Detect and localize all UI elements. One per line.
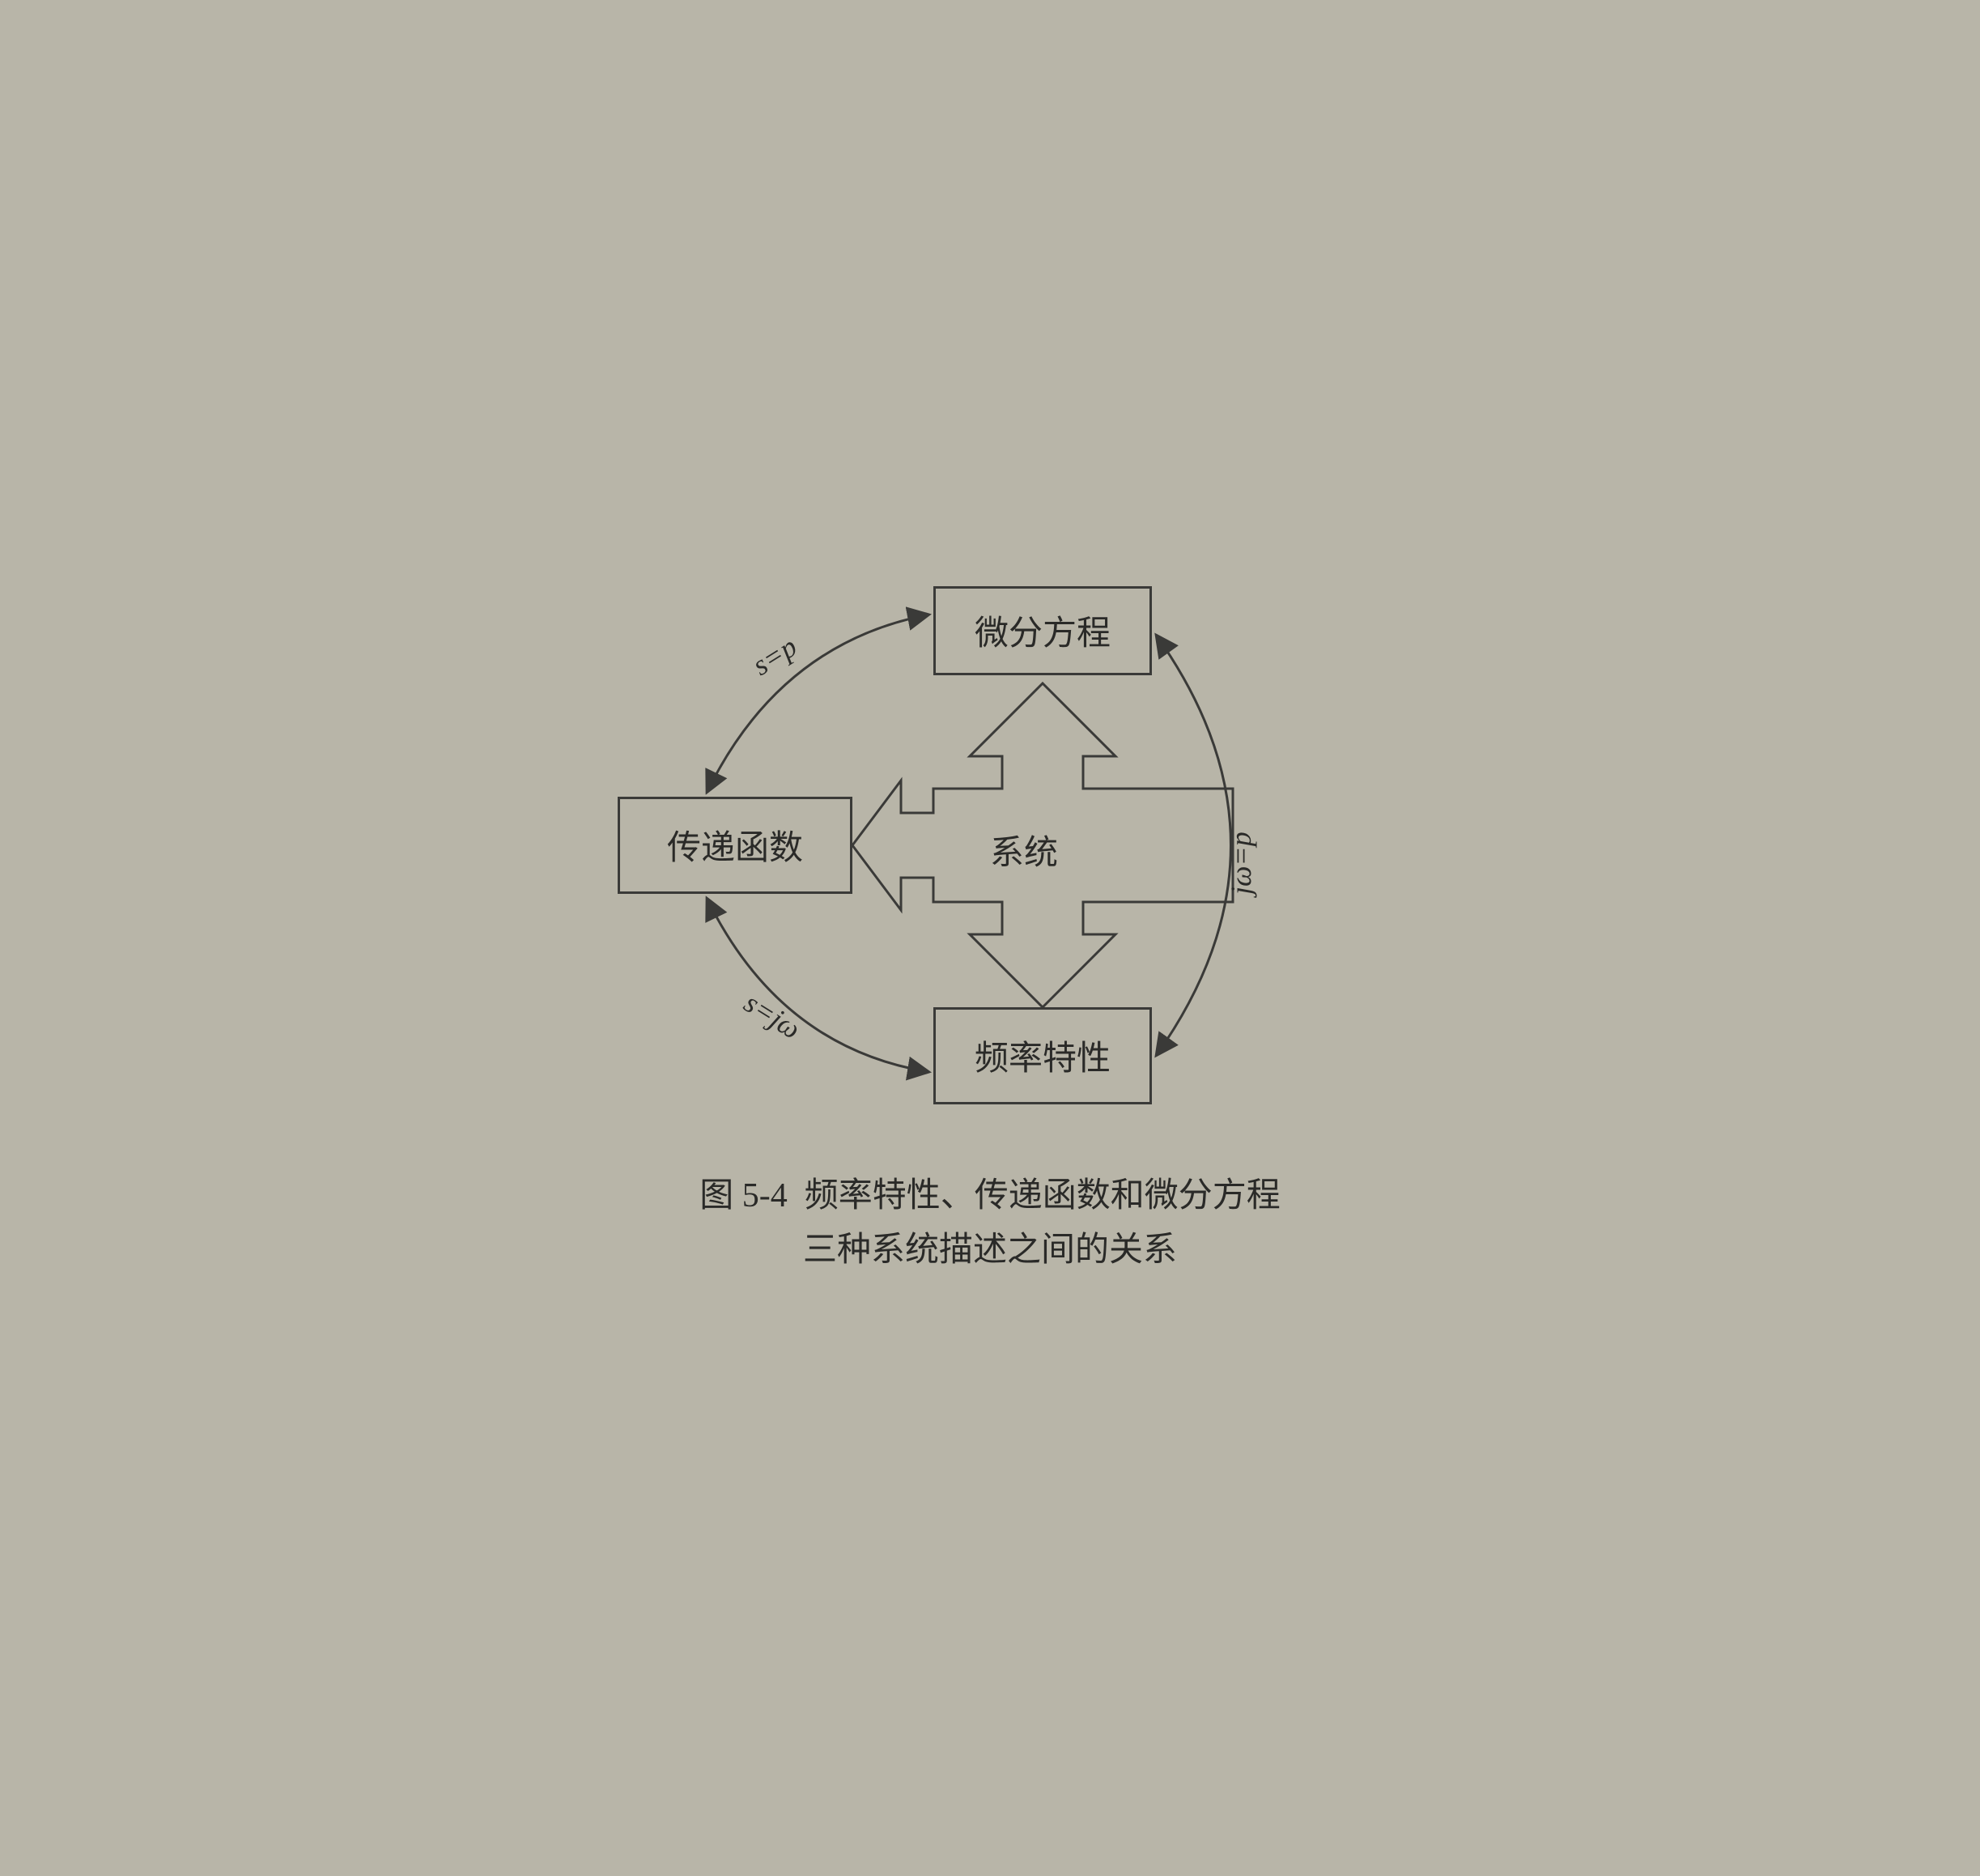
node-transfer-function: 传递函数 — [618, 797, 852, 894]
edge-label-sjw: s=jω — [738, 985, 807, 1046]
diagram-container: 微分方程 传递函数 频率特性 系统 — [585, 554, 1395, 1323]
caption-line2: 三种系统描述之间的关系 — [585, 1223, 1395, 1278]
node-left-label: 传递函数 — [667, 820, 803, 870]
node-system-label: 系统 — [990, 825, 1058, 874]
edge-label-sp: s=p — [746, 629, 803, 682]
caption-line1: 图 5-4 频率特性、传递函数和微分方程 — [585, 1169, 1395, 1223]
edge-left-top — [707, 615, 929, 793]
figure-caption: 图 5-4 频率特性、传递函数和微分方程 三种系统描述之间的关系 — [585, 1169, 1395, 1278]
edge-left-bottom — [707, 898, 929, 1072]
edge-label-jwp: jω=p — [1224, 832, 1258, 895]
node-differential-equation: 微分方程 — [933, 586, 1152, 675]
node-top-label: 微分方程 — [975, 606, 1111, 655]
edge-top-bottom — [1156, 635, 1231, 1056]
caption-text1: 频率特性、传递函数和微分方程 — [805, 1177, 1281, 1215]
node-bottom-label: 频率特性 — [975, 1031, 1111, 1080]
node-frequency-characteristic: 频率特性 — [933, 1007, 1152, 1104]
caption-prefix: 图 5-4 — [699, 1177, 788, 1215]
diagram-area: 微分方程 传递函数 频率特性 系统 — [585, 554, 1395, 1137]
